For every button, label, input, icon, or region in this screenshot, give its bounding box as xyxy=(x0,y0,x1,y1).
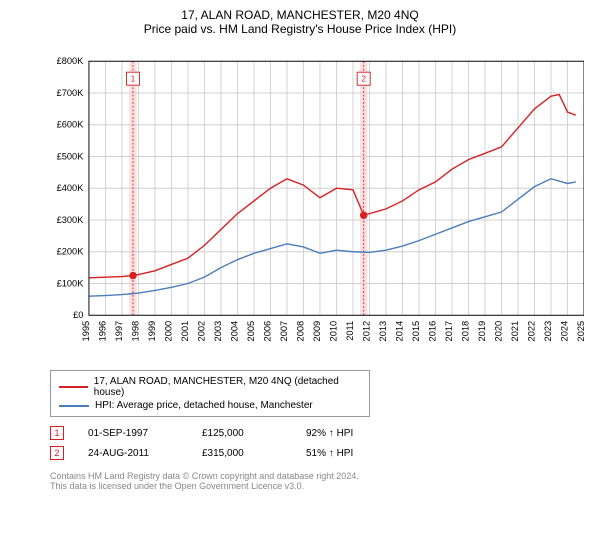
x-tick-label: 2001 xyxy=(180,321,190,342)
y-tick-label: £700K xyxy=(57,88,85,98)
x-tick-label: 2002 xyxy=(196,321,206,342)
sale-point xyxy=(129,272,136,279)
x-tick-label: 2022 xyxy=(526,321,536,342)
x-tick-label: 1996 xyxy=(97,321,107,342)
sale-point xyxy=(360,212,367,219)
x-tick-label: 1998 xyxy=(130,321,140,342)
sales-table: 1 01-SEP-1997 £125,000 92% ↑ HPI 2 24-AUG-201… xyxy=(50,423,592,463)
price-chart: £0 £100K £200K £300K £400K £500K £600K £700K £80… xyxy=(50,44,584,364)
legend-row: HPI: Average price, detached house, Manc… xyxy=(59,399,361,412)
sale-vs_hpi: 51% ↑ HPI xyxy=(306,448,386,459)
x-tick-label: 2011 xyxy=(345,321,355,341)
x-tick-label: 2003 xyxy=(213,321,223,342)
sale-price: £125,000 xyxy=(202,428,282,439)
x-tick-label: 2007 xyxy=(279,321,289,342)
x-tick-label: 2009 xyxy=(312,321,322,342)
chart-subtitle: Price paid vs. HM Land Registry's House … xyxy=(8,22,592,36)
x-tick-label: 1995 xyxy=(81,321,91,342)
x-tick-label: 2014 xyxy=(394,321,404,342)
series-hpi xyxy=(89,179,576,296)
x-tick-label: 2016 xyxy=(427,321,437,342)
x-tick-label: 2012 xyxy=(361,321,371,342)
footer-line-2: This data is licensed under the Open Gov… xyxy=(50,481,592,491)
legend-row: 17, ALAN ROAD, MANCHESTER, M20 4NQ (deta… xyxy=(59,375,361,399)
legend-label: 17, ALAN ROAD, MANCHESTER, M20 4NQ (deta… xyxy=(94,376,361,398)
legend-swatch xyxy=(59,405,89,407)
x-tick-label: 2000 xyxy=(163,321,173,342)
sale-vs_hpi: 92% ↑ HPI xyxy=(306,428,386,439)
x-tick-label: 2017 xyxy=(444,321,454,342)
legend-swatch xyxy=(59,386,88,388)
chart-title: 17, ALAN ROAD, MANCHESTER, M20 4NQ xyxy=(8,8,592,22)
x-tick-label: 2005 xyxy=(246,321,256,342)
sale-price: £315,000 xyxy=(202,448,282,459)
y-tick-label: £800K xyxy=(57,56,85,66)
x-tick-label: 2004 xyxy=(229,321,239,342)
sale-date: 01-SEP-1997 xyxy=(88,428,178,439)
x-tick-label: 2019 xyxy=(477,321,487,342)
sale-marker-icon: 2 xyxy=(50,446,64,460)
x-tick-label: 2025 xyxy=(576,321,584,342)
x-tick-label: 2018 xyxy=(460,321,470,342)
footer-attribution: Contains HM Land Registry data © Crown c… xyxy=(50,471,592,491)
sales-row: 1 01-SEP-1997 £125,000 92% ↑ HPI xyxy=(50,423,592,443)
y-tick-label: £500K xyxy=(57,151,85,161)
sales-row: 2 24-AUG-2011 £315,000 51% ↑ HPI xyxy=(50,443,592,463)
y-tick-label: £200K xyxy=(57,247,85,257)
x-tick-label: 2021 xyxy=(510,321,520,342)
x-tick-label: 2013 xyxy=(378,321,388,342)
y-tick-label: £600K xyxy=(57,120,85,130)
y-tick-label: £100K xyxy=(57,278,85,288)
x-tick-label: 2008 xyxy=(295,321,305,342)
x-tick-label: 2020 xyxy=(493,321,503,342)
x-tick-label: 2024 xyxy=(559,321,569,342)
x-tick-label: 1997 xyxy=(114,321,124,342)
x-tick-label: 1999 xyxy=(147,321,157,342)
sale-date: 24-AUG-2011 xyxy=(88,448,178,459)
x-tick-label: 2010 xyxy=(328,321,338,342)
sale-marker-number: 2 xyxy=(361,73,366,83)
legend: 17, ALAN ROAD, MANCHESTER, M20 4NQ (deta… xyxy=(50,370,370,417)
x-tick-label: 2006 xyxy=(262,321,272,342)
footer-line-1: Contains HM Land Registry data © Crown c… xyxy=(50,471,592,481)
y-tick-label: £300K xyxy=(57,215,85,225)
y-tick-label: £0 xyxy=(73,310,83,320)
chart-container: £0 £100K £200K £300K £400K £500K £600K £700K £80… xyxy=(50,44,584,364)
x-tick-label: 2023 xyxy=(543,321,553,342)
sale-marker-icon: 1 xyxy=(50,426,64,440)
x-tick-label: 2015 xyxy=(411,321,421,342)
legend-label: HPI: Average price, detached house, Manc… xyxy=(95,400,313,411)
y-tick-label: £400K xyxy=(57,183,85,193)
sale-marker-number: 1 xyxy=(131,73,136,83)
